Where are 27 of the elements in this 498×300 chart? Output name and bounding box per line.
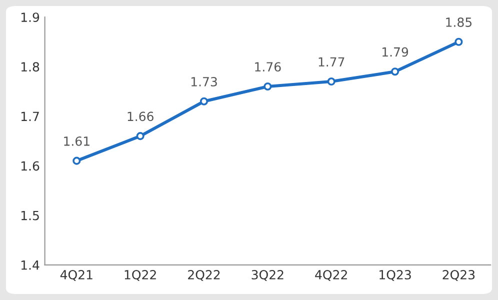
x-tick-label: 1Q22 [124, 270, 156, 281]
point [264, 82, 272, 91]
data-label: 1.76 [255, 62, 281, 72]
y-tick-label: 1.5 [21, 210, 39, 220]
y-tick-label: 1.8 [21, 62, 40, 72]
point [72, 156, 81, 165]
y-tick-label: 1.6 [21, 161, 40, 171]
point [200, 97, 208, 106]
data-label: 1.73 [191, 76, 217, 86]
data-label: 1.85 [446, 18, 472, 27]
data-label: 1.61 [64, 136, 90, 146]
x-tick-label: 4Q21 [60, 270, 92, 281]
data-label: 1.66 [128, 112, 154, 122]
point [390, 68, 400, 76]
x-tick-label: 1Q23 [380, 270, 411, 281]
y-tick-label: 1.4 [21, 260, 40, 270]
point [136, 132, 144, 140]
y-tick-label: 1.9 [21, 12, 40, 22]
x-tick-label: 2Q23 [442, 270, 475, 281]
y-tick-label: 1.7 [21, 112, 39, 121]
data-label: 1.79 [382, 47, 408, 57]
x-tick-label: 2Q22 [188, 270, 220, 281]
data-label: 1.77 [318, 57, 344, 66]
x-tick-label: 3Q22 [252, 270, 284, 281]
point [454, 38, 463, 46]
x-tick-label: 4Q22 [315, 270, 347, 281]
point [327, 78, 336, 86]
